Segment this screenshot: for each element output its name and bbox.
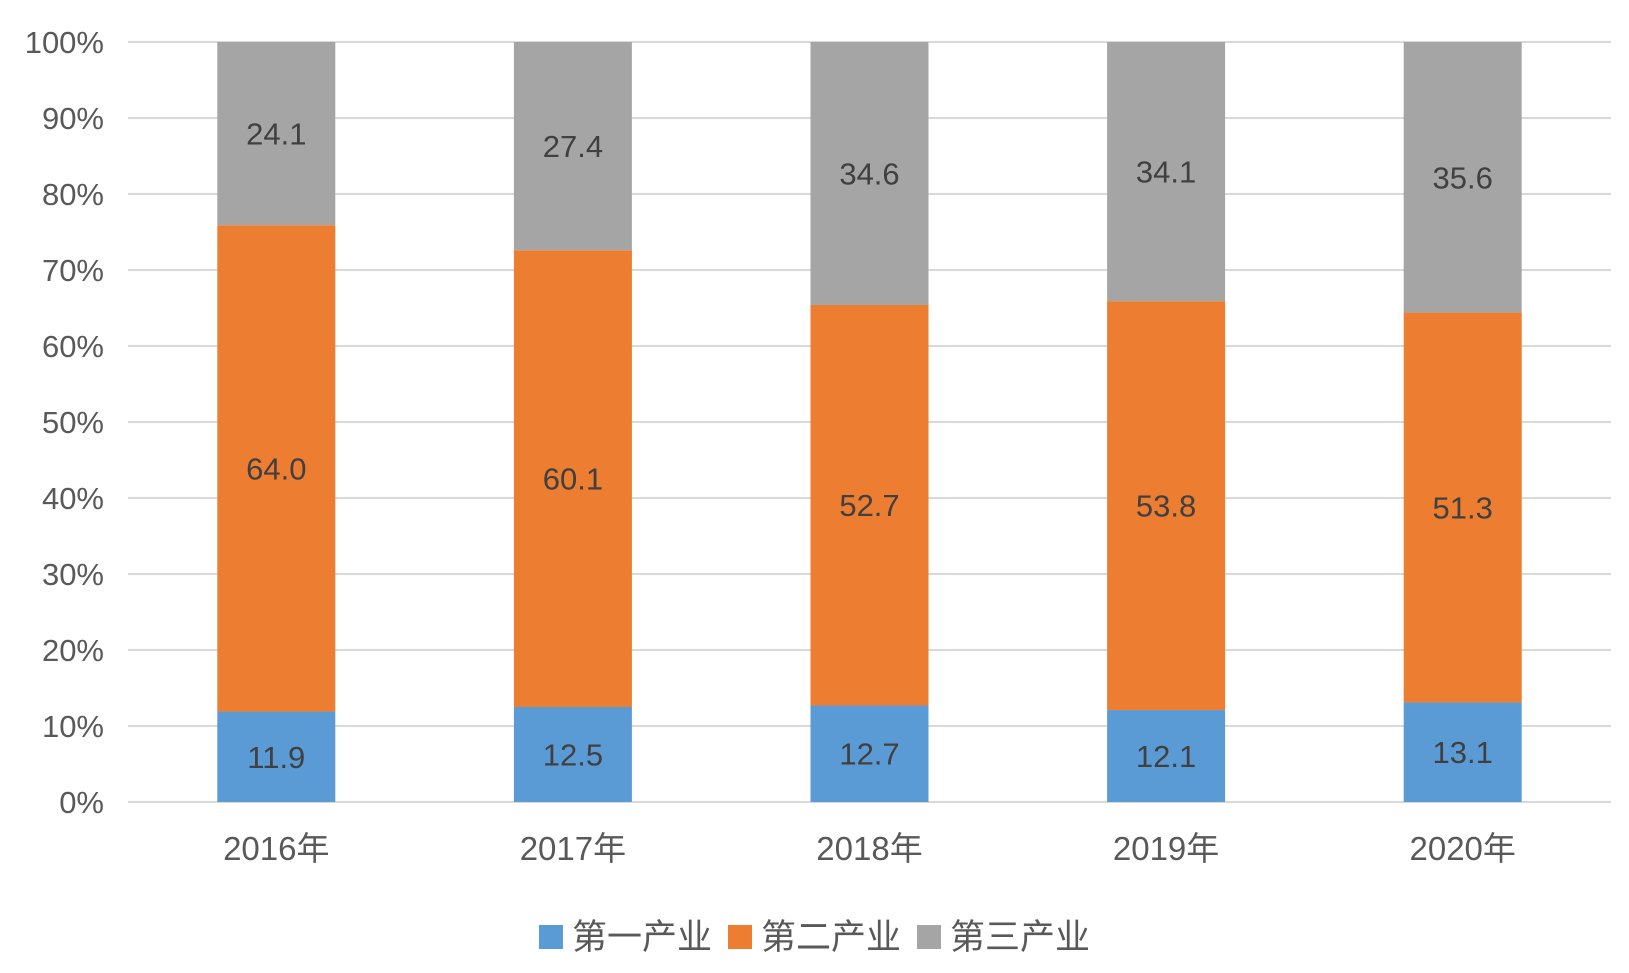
legend-item: 第一产业 [538,918,712,957]
legend-swatch [727,925,752,949]
data-label: 35.6 [1433,160,1493,195]
data-label: 34.1 [1136,155,1196,190]
legend-swatch [917,925,942,949]
y-tick-label: 80% [42,177,104,212]
y-tick-label: 20% [42,633,104,668]
bar-segment [1107,710,1226,802]
data-label: 53.8 [1136,489,1196,524]
data-label: 12.7 [839,737,899,772]
bars: 11.9 64.0 24.1 12.5 60.1 27.4 12.7 52.7 34.6 12.1… [217,42,1522,802]
y-tick-label: 10% [42,709,104,744]
x-tick-label: 2016年 [223,830,329,867]
x-tick-label: 2018年 [816,830,922,867]
bar-segment [1107,301,1226,711]
data-label: 12.5 [543,738,603,773]
bar-segment [1107,42,1226,302]
y-tick-label: 30% [42,557,104,592]
bar-segment [217,225,336,712]
x-tick-label: 2020年 [1409,830,1515,867]
data-label: 24.1 [246,117,306,152]
y-tick-label: 0% [59,785,104,820]
legend-label: 第二产业 [761,918,901,957]
legend-item: 第三产业 [917,918,1090,957]
legend-item: 第二产业 [727,918,901,957]
bar-segment [217,711,336,802]
y-tick-label: 50% [42,405,104,440]
data-label: 52.7 [839,488,899,523]
bar-segment [810,304,929,706]
data-label: 51.3 [1433,491,1493,526]
bar-segment [1403,702,1522,802]
data-label: 12.1 [1136,739,1196,774]
x-tick-label: 2017年 [520,830,626,867]
bar-segment [810,42,929,305]
legend: 第一产业 第二产业 第三产业 [538,918,1090,957]
legend-label: 第三产业 [950,918,1090,957]
legend-swatch [538,925,563,949]
bar-segment [513,250,632,708]
bar-segment [513,42,632,251]
data-label: 60.1 [543,462,603,497]
y-tick-label: 90% [42,101,104,136]
data-label: 64.0 [246,451,306,486]
bar-segment [513,707,632,802]
y-axis: 0% 10% 20% 30% 40% 50% 60% 70% 80% 90% 100% [25,25,104,820]
bar-segment [810,705,929,802]
data-label: 27.4 [543,129,603,164]
data-label: 13.1 [1433,735,1493,770]
data-label: 34.6 [839,156,899,191]
y-tick-label: 100% [25,25,104,60]
legend-label: 第一产业 [572,918,712,957]
x-axis: 2016年 2017年 2018年 2019年 2020年 [223,830,1516,867]
y-tick-label: 40% [42,481,104,516]
bar-segment [1403,42,1522,313]
bar-segment [1403,312,1522,703]
y-tick-label: 60% [42,329,104,364]
bar-segment [217,42,336,226]
y-tick-label: 70% [42,253,104,288]
x-tick-label: 2019年 [1113,830,1219,867]
data-label: 11.9 [247,740,305,775]
